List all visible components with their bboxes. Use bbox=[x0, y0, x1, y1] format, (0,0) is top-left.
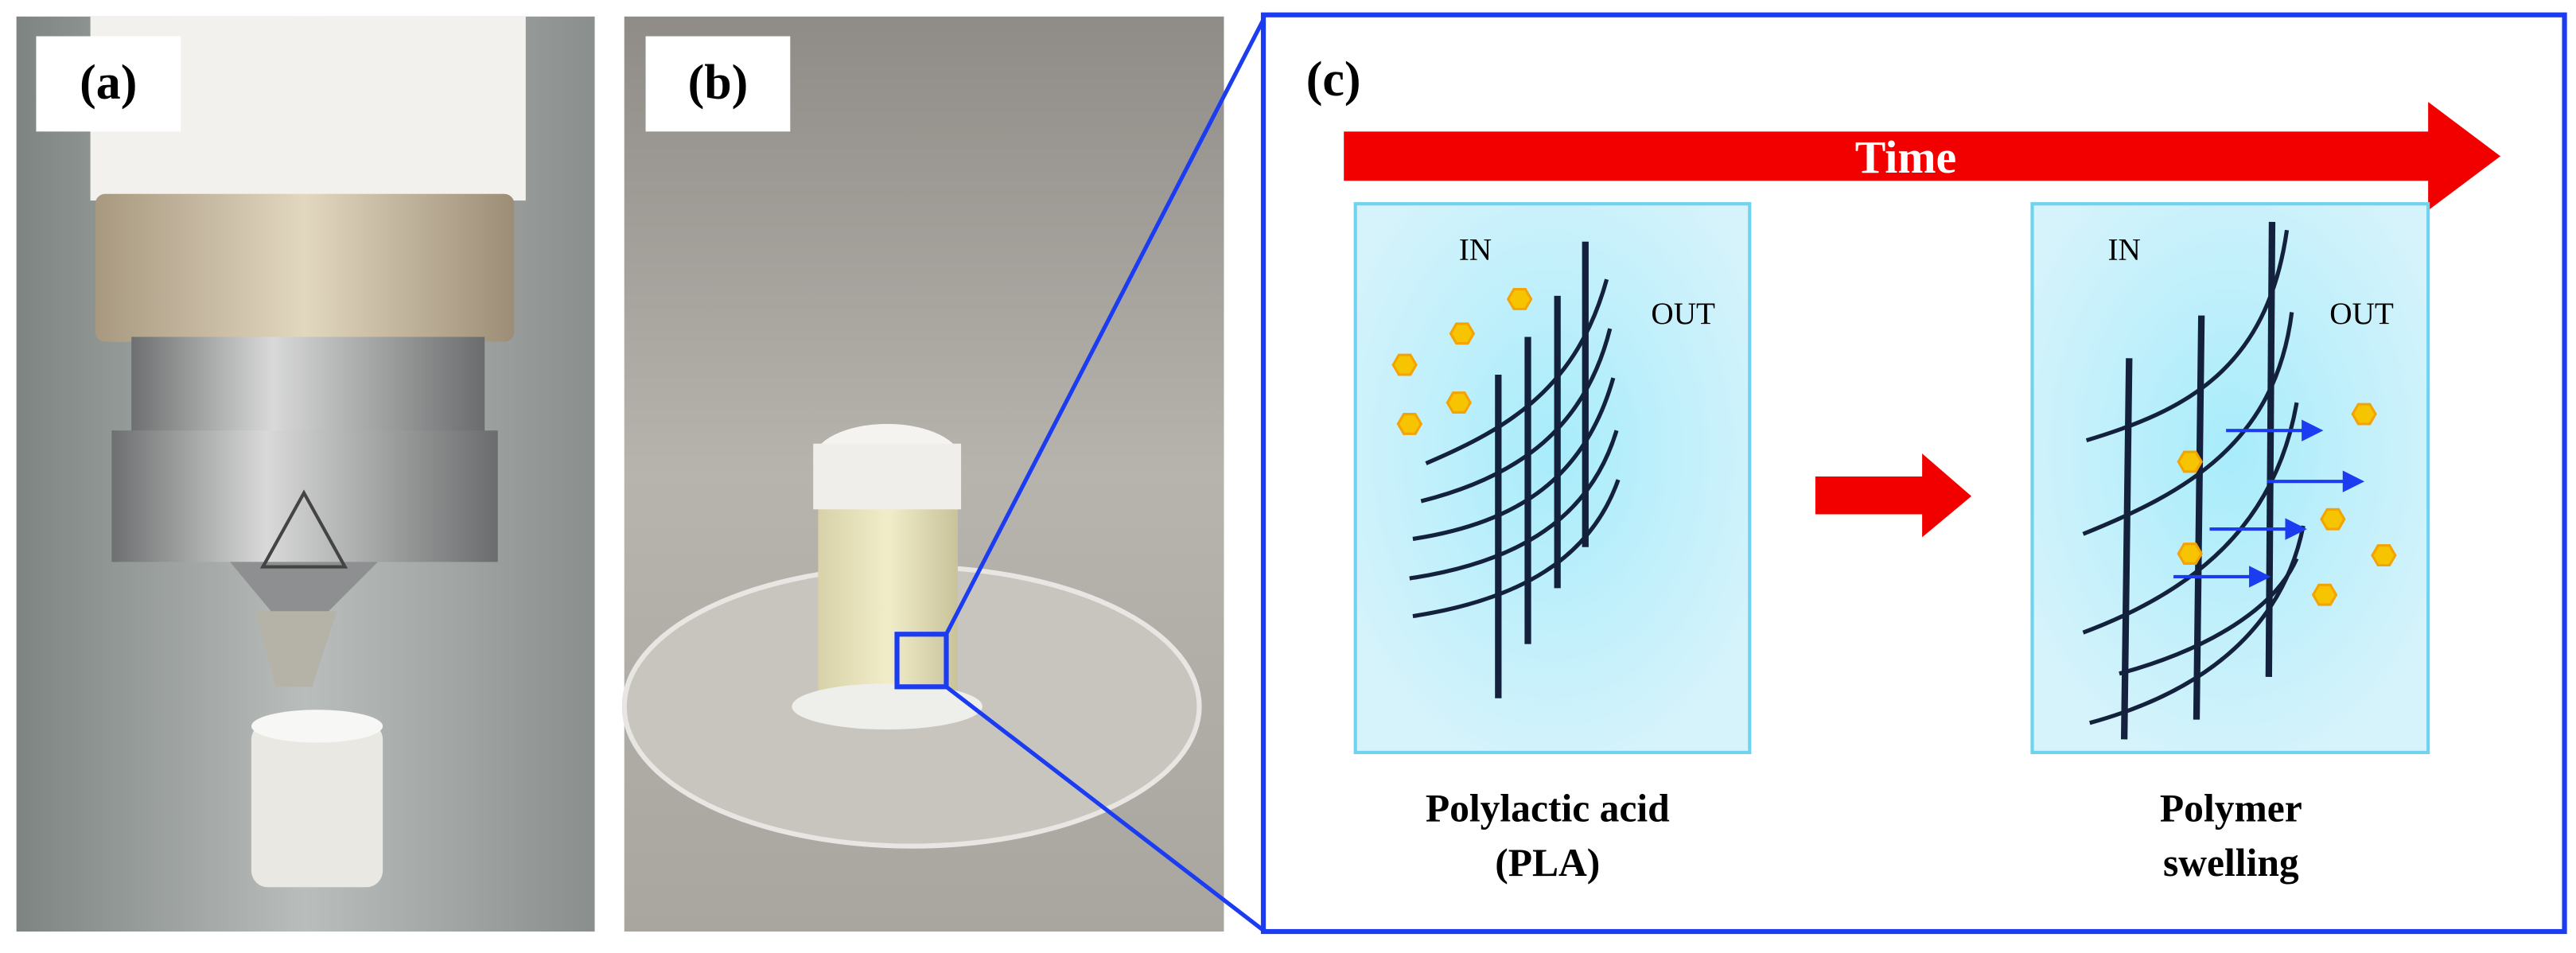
in-label: IN bbox=[1459, 232, 1492, 266]
diagram-panel: (c) Time IN OUT bbox=[1260, 12, 2567, 935]
time-arrow bbox=[1344, 102, 2501, 211]
zoom-line bbox=[944, 15, 1267, 636]
photo-b: (b) bbox=[621, 16, 1224, 932]
out-label: OUT bbox=[1651, 297, 1715, 331]
pla-box bbox=[1353, 202, 1752, 754]
caption: Polylactic acid bbox=[1426, 787, 1670, 830]
caption: swelling bbox=[2163, 841, 2299, 885]
panel-label: (c) bbox=[1306, 53, 1361, 107]
panel-label: (b) bbox=[688, 56, 749, 110]
out-label: OUT bbox=[2329, 297, 2394, 331]
zoom-line bbox=[944, 685, 1267, 934]
in-label: IN bbox=[2107, 232, 2140, 266]
swelling-box bbox=[2030, 202, 2430, 754]
photo-a: (a) bbox=[16, 16, 595, 932]
process-arrow bbox=[1815, 453, 1972, 538]
time-label: Time bbox=[1855, 131, 1956, 183]
panel-label: (a) bbox=[80, 56, 137, 110]
caption: Polymer bbox=[2160, 787, 2302, 830]
caption: (PLA) bbox=[1495, 841, 1600, 885]
